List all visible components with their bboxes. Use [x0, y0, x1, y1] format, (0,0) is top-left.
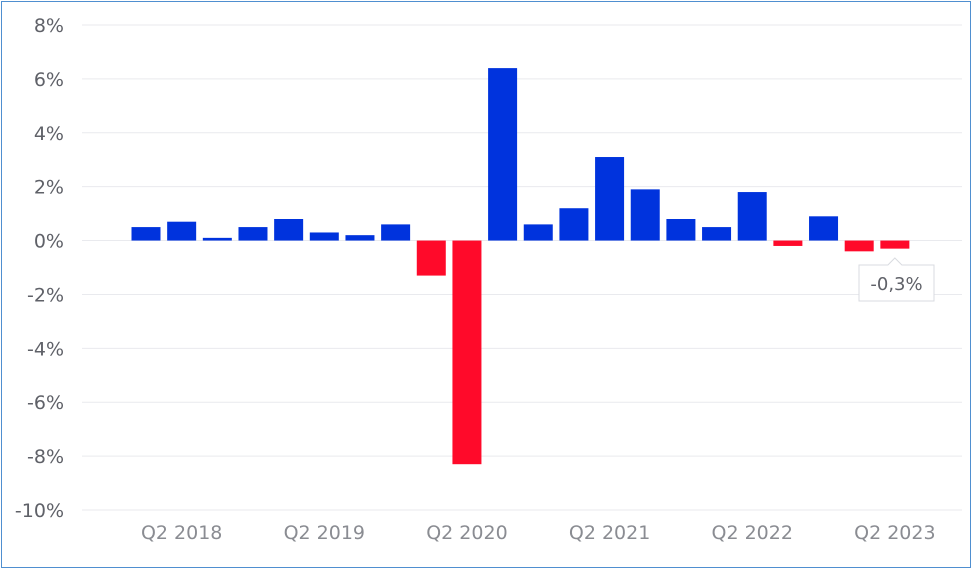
y-tick-label: 6%	[34, 69, 64, 91]
y-tick-label: -6%	[27, 392, 64, 414]
y-tick-label: -2%	[27, 284, 64, 306]
bars	[131, 68, 910, 465]
bar-q2-2020[interactable]	[452, 240, 482, 465]
bar-q2-2021[interactable]	[595, 157, 625, 241]
tooltip-label: -0,3%	[870, 274, 922, 295]
y-tick-label: 8%	[34, 15, 64, 37]
bar-q4-2020[interactable]	[523, 224, 553, 241]
gridlines	[82, 24, 962, 511]
bar-q2-2019[interactable]	[309, 232, 339, 241]
bar-q4-2021[interactable]	[666, 219, 696, 241]
bar-q1-2018[interactable]	[131, 227, 161, 241]
bar-q2-2023[interactable]	[880, 240, 910, 249]
y-tick-label: 2%	[34, 177, 64, 199]
x-tick-label: Q2 2019	[284, 522, 365, 544]
x-tick-label: Q2 2022	[712, 522, 793, 544]
bar-q1-2019[interactable]	[274, 219, 304, 241]
bar-q2-2018[interactable]	[167, 221, 197, 241]
y-tick-label: -10%	[15, 500, 64, 522]
bar-q4-2018[interactable]	[238, 227, 268, 241]
bar-q3-2022[interactable]	[773, 240, 803, 246]
x-tick-label: Q2 2018	[141, 522, 222, 544]
bar-q4-2019[interactable]	[381, 224, 411, 241]
bar-q1-2022[interactable]	[702, 227, 732, 241]
y-tick-label: -8%	[27, 446, 64, 468]
x-axis: Q2 2018 Q2 2019 Q2 2020 Q2 2021 Q2 2022 Q2 20…	[141, 522, 936, 544]
y-tick-label: 0%	[34, 231, 64, 253]
y-tick-label: -4%	[27, 338, 64, 360]
y-axis: 8% 6% 4% 2% 0% -2% -4% -6% -8% -10%	[15, 15, 64, 522]
tooltip: -0,3%	[858, 257, 935, 302]
x-tick-label: Q2 2023	[854, 522, 935, 544]
bar-q3-2019[interactable]	[345, 235, 375, 241]
bar-q3-2018[interactable]	[202, 237, 232, 241]
bar-q2-2022[interactable]	[737, 192, 767, 241]
bar-q1-2020[interactable]	[416, 240, 446, 276]
y-tick-label: 4%	[34, 123, 64, 145]
x-tick-label: Q2 2020	[426, 522, 507, 544]
bar-q1-2021[interactable]	[559, 208, 589, 241]
bar-q3-2020[interactable]	[488, 68, 518, 241]
tooltip-box	[858, 257, 935, 302]
bar-q3-2021[interactable]	[630, 189, 660, 241]
x-tick-label: Q2 2021	[569, 522, 650, 544]
bar-q1-2023[interactable]	[844, 240, 874, 252]
bar-q4-2022[interactable]	[809, 216, 839, 241]
